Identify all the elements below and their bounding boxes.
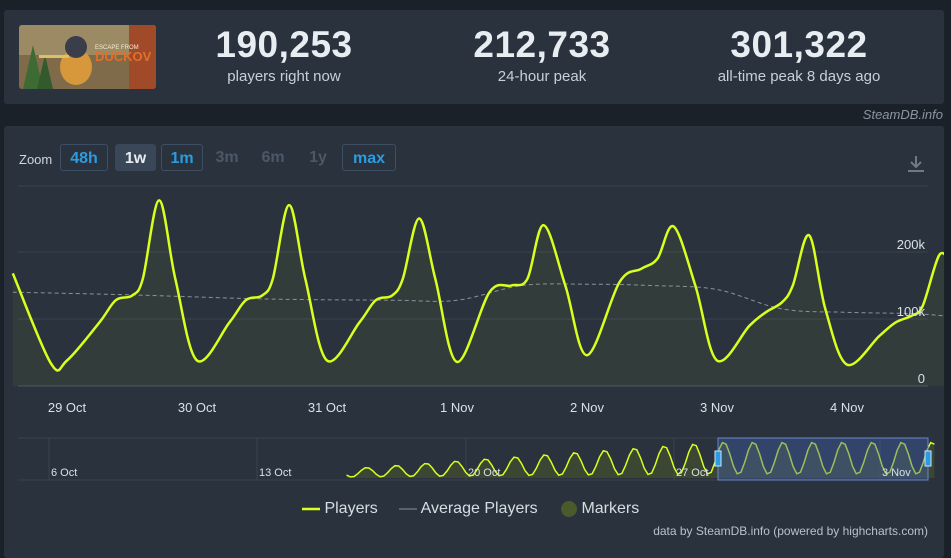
legend-players-label: Players bbox=[324, 500, 378, 517]
navigator-label: 6 Oct bbox=[51, 467, 77, 479]
chart-panel: Zoom 48h 1w 1m 3m 6m 1y max 200k 100k 0 … bbox=[4, 126, 944, 558]
y-tick-label: 0 bbox=[918, 371, 925, 386]
navigator-right-handle[interactable] bbox=[924, 450, 932, 467]
legend-markers[interactable]: Markers bbox=[561, 500, 639, 518]
y-tick-label: 100k bbox=[897, 304, 926, 319]
thumb-small-text: ESCAPE FROM bbox=[95, 45, 139, 51]
x-tick-label: 4 Nov bbox=[830, 400, 864, 415]
alltime-peak-label: all-time peak 8 days ago bbox=[717, 68, 881, 85]
stat-alltime-peak: 301,322 all-time peak 8 days ago bbox=[689, 24, 909, 86]
peak-24h-label: 24-hour peak bbox=[497, 68, 587, 85]
zoom-1y-button[interactable]: 1y bbox=[309, 149, 327, 166]
zoom-max-button[interactable]: max bbox=[342, 144, 396, 171]
current-players-value: 190,253 bbox=[215, 24, 353, 65]
x-tick-label: 2 Nov bbox=[570, 400, 604, 415]
navigator-left-handle[interactable] bbox=[714, 450, 722, 467]
thumb-title-text: DUCKOV bbox=[95, 49, 152, 64]
navigator[interactable]: 6 Oct 13 Oct 20 Oct 27 Oct 3 Nov bbox=[18, 437, 935, 481]
y-tick-label: 200k bbox=[897, 237, 926, 252]
navigator-label: 3 Nov bbox=[882, 467, 911, 479]
x-tick-label: 29 Oct bbox=[48, 400, 87, 415]
highcharts-credit[interactable]: data by SteamDB.info (powered by highcha… bbox=[653, 524, 928, 538]
steamdb-credit[interactable]: SteamDB.info bbox=[862, 107, 943, 122]
game-thumbnail[interactable]: ESCAPE FROM DUCKOV bbox=[19, 25, 156, 89]
x-tick-label: 31 Oct bbox=[308, 400, 347, 415]
zoom-3m-button[interactable]: 3m bbox=[215, 149, 239, 166]
zoom-1w-button[interactable]: 1w bbox=[115, 144, 156, 171]
game-thumbnail-art: ESCAPE FROM DUCKOV bbox=[19, 25, 156, 89]
legend-average-label: Average Players bbox=[420, 500, 538, 517]
alltime-peak-value: 301,322 bbox=[730, 24, 868, 65]
stats-bar: ESCAPE FROM DUCKOV 190,253 players right… bbox=[4, 10, 944, 104]
x-tick-label: 1 Nov bbox=[440, 400, 474, 415]
navigator-label: 20 Oct bbox=[468, 467, 500, 479]
current-players-label: players right now bbox=[227, 68, 341, 85]
navigator-label: 13 Oct bbox=[259, 467, 291, 479]
zoom-48h-button[interactable]: 48h bbox=[60, 144, 108, 171]
x-tick-label: 3 Nov bbox=[700, 400, 734, 415]
players-line bbox=[11, 199, 944, 372]
navigator-line bbox=[346, 441, 935, 478]
zoom-label: Zoom bbox=[19, 152, 53, 167]
average-players-line bbox=[12, 283, 944, 317]
stat-24h-peak: 212,733 24-hour peak bbox=[432, 24, 652, 86]
player-chart[interactable]: 200k 100k 0 29 Oct 30 Oct 31 Oct 1 Nov 2… bbox=[4, 126, 944, 558]
legend-markers-label: Markers bbox=[581, 500, 640, 517]
peak-24h-value: 212,733 bbox=[473, 24, 611, 65]
stat-current: 190,253 players right now bbox=[174, 24, 394, 86]
navigator-label: 27 Oct bbox=[676, 467, 708, 479]
x-tick-label: 30 Oct bbox=[178, 400, 217, 415]
download-icon[interactable] bbox=[906, 154, 926, 174]
legend-players[interactable]: Players bbox=[302, 500, 378, 518]
zoom-1m-button[interactable]: 1m bbox=[161, 144, 203, 171]
legend-average[interactable]: Average Players bbox=[399, 500, 538, 518]
players-area bbox=[12, 200, 944, 386]
zoom-6m-button[interactable]: 6m bbox=[261, 149, 285, 166]
